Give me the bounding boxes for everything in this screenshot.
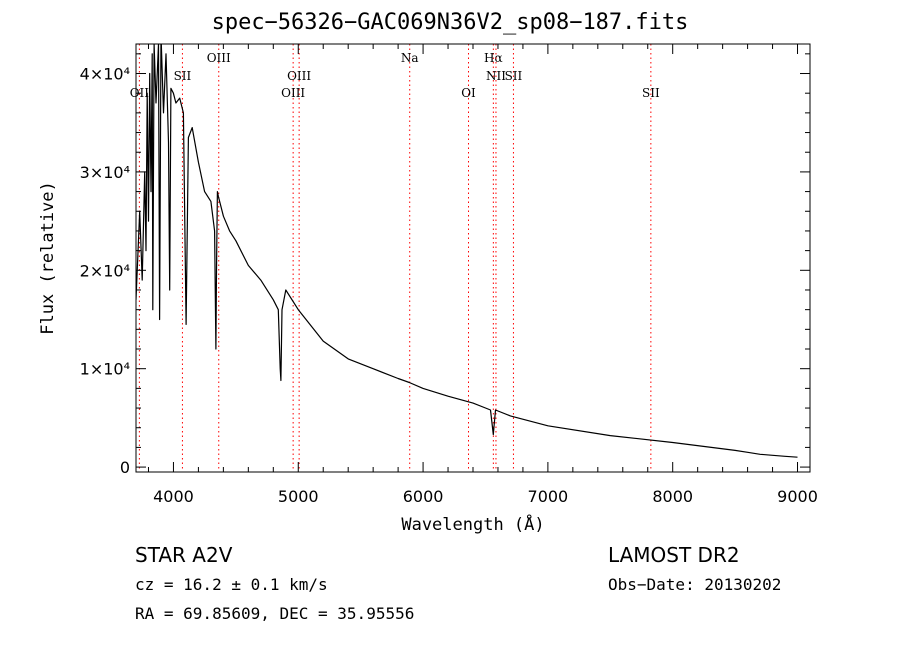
y-tick-label: 0 [120,458,130,477]
x-tick-label: 5000 [278,487,319,506]
y-tick-label: 2×10⁴ [80,261,130,280]
y-axis-label: Flux (relative) [38,181,58,335]
x-tick-label: 6000 [403,487,444,506]
emission-line-label: OI [461,86,476,100]
emission-line-label: NII [486,69,506,83]
emission-line-label: Na [401,51,419,65]
plot-frame [135,43,811,473]
chart-title: spec−56326−GAC069N36V2_sp08−187.fits [211,10,689,35]
x-tick-label: 8000 [652,487,693,506]
survey-name: LAMOST DR2 [608,543,740,567]
emission-line-label: OIII [207,51,231,65]
emission-line-label: SII [505,69,523,83]
y-tick-label: 1×10⁴ [80,360,130,379]
x-axis-label: Wavelength (Å) [401,513,544,535]
redshift-value: cz = 16.2 ± 0.1 km/s [135,575,328,594]
x-tick-label: 4000 [153,487,194,506]
emission-line-label: SII [642,86,660,100]
y-tick-label: 4×10⁴ [80,65,130,84]
x-tick-label: 9000 [777,487,818,506]
coordinates: RA = 69.85609, DEC = 35.95556 [135,604,415,623]
spectrum-line [136,44,798,458]
x-tick-label: 7000 [528,487,569,506]
emission-line-label: Hα [484,51,503,65]
obs-date: Obs−Date: 20130202 [608,575,782,594]
y-tick-label: 3×10⁴ [80,163,130,182]
emission-line-label: OIII [281,86,305,100]
emission-line-label: OIII [287,69,311,83]
object-class: STAR A2V [135,543,233,567]
emission-line-label: SII [174,69,192,83]
